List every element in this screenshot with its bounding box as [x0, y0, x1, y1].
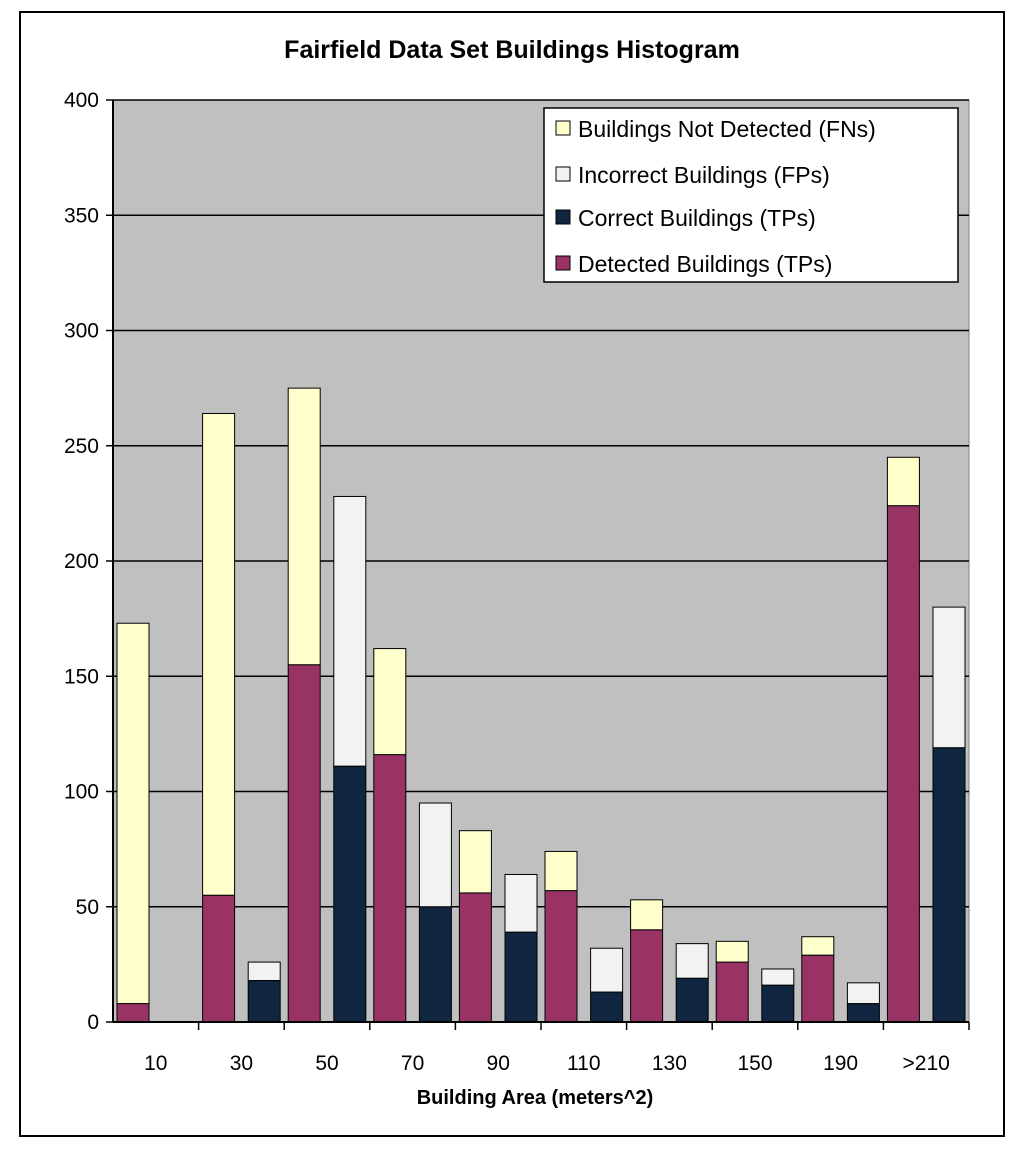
bar-detection-not-detected-90 [458, 830, 492, 894]
gridlines [113, 99, 969, 908]
legend-swatch-detected [555, 255, 571, 271]
y-tick-label: 150 [64, 665, 99, 688]
bar-accuracy-incorrect->210 [932, 606, 966, 749]
bar-detection-detected-70 [373, 754, 407, 1023]
x-axis-label: Building Area (meters^2) [417, 1087, 654, 1109]
bar-accuracy-incorrect-190 [846, 982, 880, 1005]
bar-accuracy-correct-190 [846, 1003, 880, 1023]
bar-accuracy-incorrect-150 [761, 968, 795, 986]
bar-accuracy-incorrect-110 [590, 947, 624, 993]
bar-detection-not-detected-50 [287, 387, 321, 666]
x-tick-label: 70 [401, 1052, 424, 1075]
x-tick-labels: 10 30 50 70 90 110 130 150 190 >210 [144, 1052, 950, 1075]
bar-detection-detected-130 [630, 929, 664, 1023]
bar-accuracy-correct-130 [675, 977, 709, 1023]
bar-accuracy-correct->210 [932, 747, 966, 1023]
bar-detection-not-detected-130 [630, 899, 664, 931]
x-tick-label: 30 [230, 1052, 253, 1075]
bar-detection-not-detected-110 [544, 850, 578, 892]
bar-detection-detected-110 [544, 890, 578, 1023]
y-tick-label: 200 [64, 550, 99, 573]
bar-detection-not-detected-190 [801, 936, 835, 956]
bar-accuracy-incorrect-30 [247, 961, 281, 982]
bar-detection-not-detected->210 [886, 456, 920, 507]
y-tick-label: 0 [87, 1011, 99, 1034]
bar-accuracy-correct-90 [504, 931, 538, 1023]
legend: Buildings Not Detected (FNs) Incorrect B… [543, 107, 959, 283]
bar-detection-detected-190 [801, 954, 835, 1023]
y-tick-label: 400 [64, 89, 99, 112]
x-tick-label: 190 [823, 1052, 858, 1075]
bar-detection-detected-50 [287, 664, 321, 1023]
bar-detection-not-detected-10 [116, 622, 150, 1005]
y-tick-label: 50 [76, 896, 99, 919]
legend-label-incorrect: Incorrect Buildings (FPs) [578, 162, 830, 188]
y-tick-labels: 0 50 100 150 200 250 300 350 400 [64, 89, 99, 1034]
bar-accuracy-incorrect-90 [504, 873, 538, 933]
x-tick-label: 10 [144, 1052, 167, 1075]
y-tick-label: 100 [64, 781, 99, 804]
x-tick-label: 150 [737, 1052, 772, 1075]
legend-label-detected: Detected Buildings (TPs) [578, 251, 832, 277]
x-tick-label: 130 [652, 1052, 687, 1075]
legend-swatch-not-detected [555, 120, 571, 136]
bar-detection-detected-10 [116, 1003, 150, 1023]
y-tick-label: 350 [64, 204, 99, 227]
axes [106, 99, 970, 1030]
bar-detection-not-detected-30 [202, 412, 236, 896]
bar-detection-detected->210 [886, 505, 920, 1023]
bar-accuracy-correct-70 [418, 906, 452, 1023]
bar-accuracy-correct-30 [247, 980, 281, 1023]
bar-detection-not-detected-70 [373, 648, 407, 756]
y-tick-label: 300 [64, 320, 99, 343]
bar-detection-not-detected-150 [715, 940, 749, 963]
legend-swatch-correct [555, 209, 571, 225]
bar-accuracy-incorrect-50 [333, 495, 367, 767]
x-tick-label: 110 [567, 1052, 600, 1075]
bar-accuracy-incorrect-130 [675, 943, 709, 979]
bar-accuracy-correct-150 [761, 984, 795, 1023]
legend-label-not-detected: Buildings Not Detected (FNs) [578, 116, 876, 142]
legend-swatch-incorrect [555, 166, 571, 182]
bar-accuracy-correct-50 [333, 765, 367, 1023]
chart-title: Fairfield Data Set Buildings Histogram [284, 36, 740, 64]
bar-detection-detected-90 [458, 892, 492, 1023]
bar-accuracy-incorrect-70 [418, 802, 452, 908]
legend-box [543, 107, 959, 283]
bar-accuracy-correct-110 [590, 991, 624, 1023]
bar-detection-detected-30 [202, 894, 236, 1023]
bars [116, 387, 966, 1023]
x-tick-label: 50 [315, 1052, 338, 1075]
bar-detection-detected-150 [715, 961, 749, 1023]
legend-label-correct: Correct Buildings (TPs) [578, 205, 816, 231]
x-tick-label: >210 [903, 1052, 950, 1075]
x-tick-label: 90 [487, 1052, 510, 1075]
y-tick-label: 250 [64, 435, 99, 458]
